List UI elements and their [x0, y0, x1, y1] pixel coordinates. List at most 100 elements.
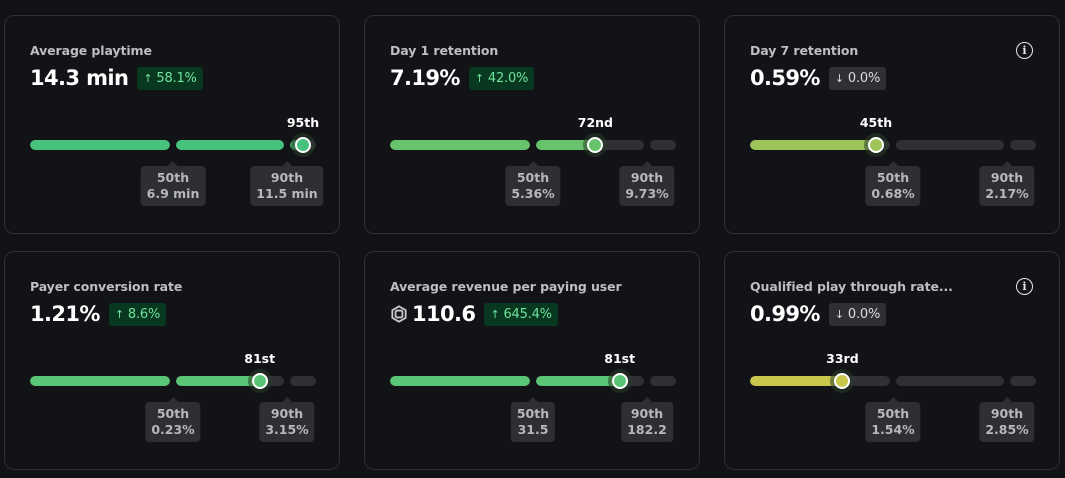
benchmark-value: 3.15% — [265, 422, 309, 437]
metric-value-text: 14.3 min — [30, 66, 129, 90]
benchmark-value: 2.85% — [985, 422, 1029, 437]
metric-value: 14.3 min — [30, 66, 129, 90]
percentile-label: 81st — [604, 351, 636, 366]
metric-value: 1.21% — [30, 302, 100, 326]
bar-segment-50-90 — [536, 376, 644, 386]
benchmark-value: 31.5 — [517, 422, 549, 437]
change-badge: ↓ 0.0% — [828, 66, 887, 90]
percentile-marker — [251, 373, 268, 389]
metric-card-payer-conversion-rate[interactable]: Payer conversion rate 1.21% ↑ 8.6% 81st … — [4, 251, 340, 470]
benchmark-label: 90th — [630, 170, 664, 185]
change-value: 58.1% — [156, 70, 197, 86]
benchmark-value: 5.36% — [511, 186, 555, 201]
bar-segment-0-50 — [750, 140, 890, 150]
benchmark-label: 50th — [156, 406, 190, 421]
percentile-bar: 81st 50th 31.5 90th 182.2 — [390, 350, 680, 450]
info-icon[interactable]: i — [1016, 42, 1033, 59]
bar-fill — [390, 376, 530, 386]
percentile-label: 45th — [859, 115, 893, 130]
metric-value: 110.6 — [390, 302, 476, 326]
metric-value-text: 7.19% — [390, 66, 460, 90]
bar-fill — [176, 376, 260, 386]
bar-segment-90-100 — [290, 376, 316, 386]
metric-card-day-1-retention[interactable]: Day 1 retention 7.19% ↑ 42.0% 72nd 50th … — [364, 15, 700, 234]
benchmark-value: 0.23% — [151, 422, 195, 437]
bar-segment-50-90 — [896, 140, 1004, 150]
benchmark-label: 90th — [990, 170, 1024, 185]
bar-fill — [390, 140, 530, 150]
metric-value-text: 1.21% — [30, 302, 100, 326]
metric-card-arppu[interactable]: Average revenue per paying user 110.6 ↑ … — [364, 251, 700, 470]
metric-value-text: 0.59% — [750, 66, 820, 90]
arrow-up-icon: ↑ — [474, 71, 484, 85]
benchmark-value: 2.17% — [985, 186, 1029, 201]
benchmark-50th-tooltip: 50th 0.68% — [865, 161, 921, 206]
change-value: 0.0% — [847, 306, 881, 322]
metric-value: 0.99% — [750, 302, 820, 326]
metric-value: 7.19% — [390, 66, 460, 90]
percentile-label: 72nd — [577, 115, 614, 130]
metric-card-qualified-play-through-rate[interactable]: Qualified play through rate... i 0.99% ↓… — [724, 251, 1060, 470]
metric-title: Payer conversion rate — [30, 279, 183, 294]
robux-icon — [391, 305, 407, 323]
metric-value-text: 110.6 — [412, 302, 476, 326]
metric-card-day-7-retention[interactable]: Day 7 retention i 0.59% ↓ 0.0% 45th 50th… — [724, 15, 1060, 234]
benchmark-90th-tooltip: 90th 9.73% — [619, 161, 675, 206]
benchmark-90th-tooltip: 90th 2.85% — [979, 397, 1035, 442]
change-value: 0.0% — [847, 70, 881, 86]
change-badge: ↑ 8.6% — [108, 302, 167, 326]
benchmark-90th-tooltip: 90th 3.15% — [259, 397, 315, 442]
change-badge: ↑ 58.1% — [137, 66, 203, 90]
metric-title: Average playtime — [30, 43, 152, 58]
bar-fill — [750, 376, 843, 386]
benchmark-50th-tooltip: 50th 0.23% — [145, 397, 201, 442]
bar-segment-90-100 — [650, 140, 676, 150]
metric-title: Day 1 retention — [390, 43, 499, 58]
benchmark-50th-tooltip: 50th 6.9 min — [140, 161, 206, 206]
bar-fill — [536, 140, 596, 150]
benchmark-label: 50th — [876, 170, 910, 185]
benchmark-value: 1.54% — [871, 422, 915, 437]
metric-title: Qualified play through rate... — [750, 279, 953, 294]
benchmark-label: 50th — [876, 406, 910, 421]
percentile-bar: 81st 50th 0.23% 90th 3.15% — [30, 350, 320, 450]
benchmark-value: 0.68% — [871, 186, 915, 201]
value-row: 14.3 min ↑ 58.1% — [30, 66, 203, 90]
percentile-label: 95th — [286, 115, 320, 130]
percentile-bar: 45th 50th 0.68% 90th 2.17% — [750, 114, 1040, 214]
change-badge: ↓ 0.0% — [828, 302, 887, 326]
arrow-up-icon: ↑ — [114, 307, 124, 321]
benchmark-50th-tooltip: 50th 5.36% — [505, 161, 561, 206]
benchmark-label: 90th — [270, 406, 304, 421]
bar-segment-50-90 — [176, 140, 284, 150]
percentile-bar: 72nd 50th 5.36% 90th 9.73% — [390, 114, 680, 214]
info-icon[interactable]: i — [1016, 278, 1033, 295]
change-value: 42.0% — [487, 70, 529, 86]
percentile-marker — [295, 137, 311, 153]
benchmark-value: 182.2 — [627, 422, 667, 437]
change-badge: ↑ 42.0% — [468, 66, 535, 90]
benchmark-50th-tooltip: 50th 1.54% — [865, 397, 921, 442]
percentile-bar: 33rd 50th 1.54% 90th 2.85% — [750, 350, 1040, 450]
benchmark-label: 50th — [516, 170, 550, 185]
value-row: 110.6 ↑ 645.4% — [390, 302, 558, 326]
metric-card-average-playtime[interactable]: Average playtime 14.3 min ↑ 58.1% 95th 5… — [4, 15, 340, 234]
percentile-marker — [611, 373, 628, 389]
value-row: 7.19% ↑ 42.0% — [390, 66, 535, 90]
arrow-up-icon: ↑ — [143, 71, 153, 85]
bar-segment-0-50 — [30, 376, 170, 386]
bar-segment-50-90 — [896, 376, 1004, 386]
benchmark-value: 9.73% — [625, 186, 669, 201]
metric-value-text: 0.99% — [750, 302, 820, 326]
bar-segment-0-50 — [390, 140, 530, 150]
change-value: 645.4% — [503, 306, 552, 322]
value-row: 0.99% ↓ 0.0% — [750, 302, 887, 326]
benchmark-value: 6.9 min — [146, 186, 200, 201]
benchmark-label: 90th — [990, 406, 1024, 421]
benchmark-label: 50th — [516, 406, 550, 421]
percentile-label: 81st — [244, 351, 276, 366]
benchmark-value: 11.5 min — [256, 186, 318, 201]
bar-fill — [176, 140, 284, 150]
bar-segment-90-100 — [650, 376, 676, 386]
change-badge: ↑ 645.4% — [484, 302, 558, 326]
